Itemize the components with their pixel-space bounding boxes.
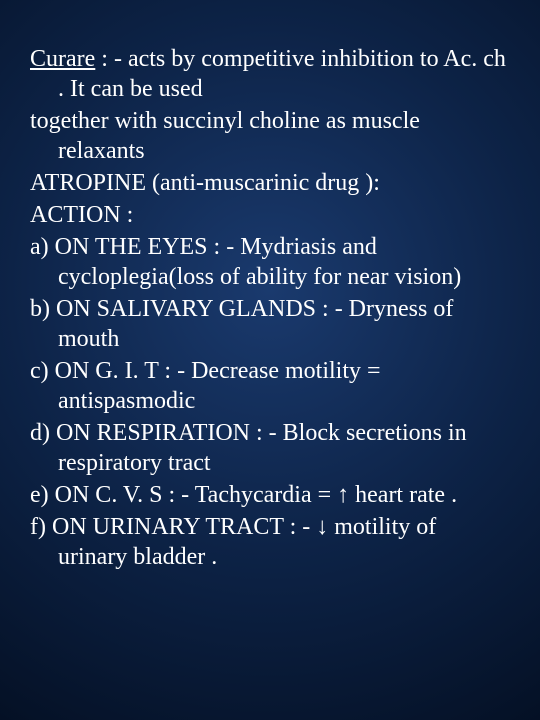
line-together: together with succinyl choline as muscle… xyxy=(30,106,510,166)
line-curare: Curare : - acts by competitive inhibitio… xyxy=(30,44,510,104)
line-f: f) ON URINARY TRACT : - ↓ motility of ur… xyxy=(30,512,510,572)
line-c: c) ON G. I. T : - Decrease motility = an… xyxy=(30,356,510,416)
slide-content: Curare : - acts by competitive inhibitio… xyxy=(0,0,540,604)
line-e: e) ON C. V. S : - Tachycardia = ↑ heart … xyxy=(30,480,510,510)
line-b: b) ON SALIVARY GLANDS : - Dryness of mou… xyxy=(30,294,510,354)
line-atropine: ATROPINE (anti-muscarinic drug ): xyxy=(30,168,510,198)
line-action: ACTION : xyxy=(30,200,510,230)
curare-underline: Curare xyxy=(30,46,95,72)
line-d: d) ON RESPIRATION : - Block secretions i… xyxy=(30,418,510,478)
line-a: a) ON THE EYES : - Mydriasis and cyclopl… xyxy=(30,232,510,292)
curare-rest: : - acts by competitive inhibition to Ac… xyxy=(58,46,506,102)
